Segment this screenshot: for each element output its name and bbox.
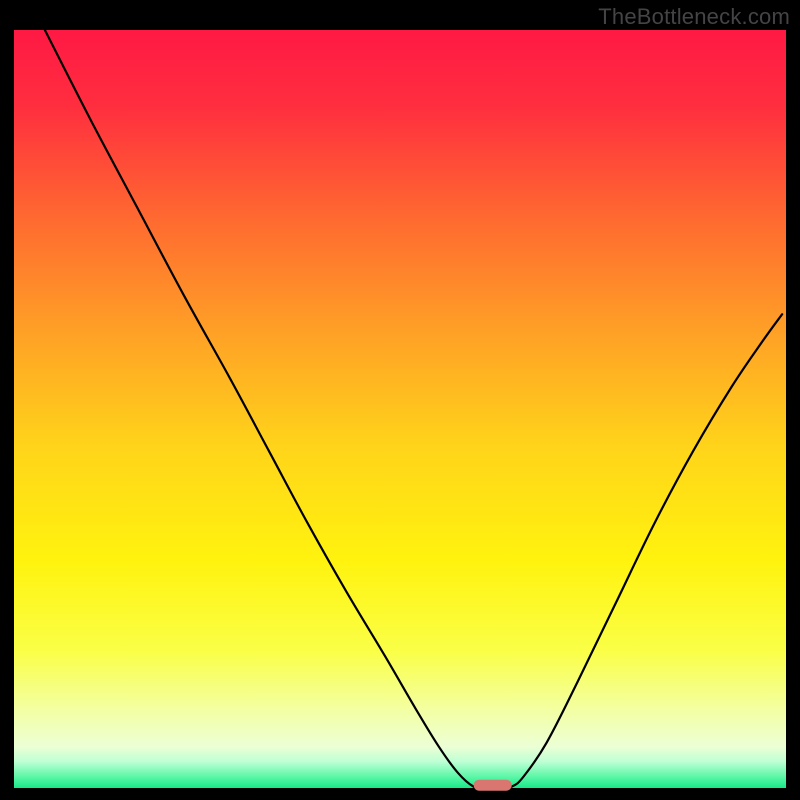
curve-path (45, 30, 782, 788)
attribution-text: TheBottleneck.com (598, 4, 790, 30)
bottleneck-chart (14, 30, 786, 788)
bottleneck-curve (14, 30, 786, 788)
optimal-point-marker (473, 780, 512, 791)
